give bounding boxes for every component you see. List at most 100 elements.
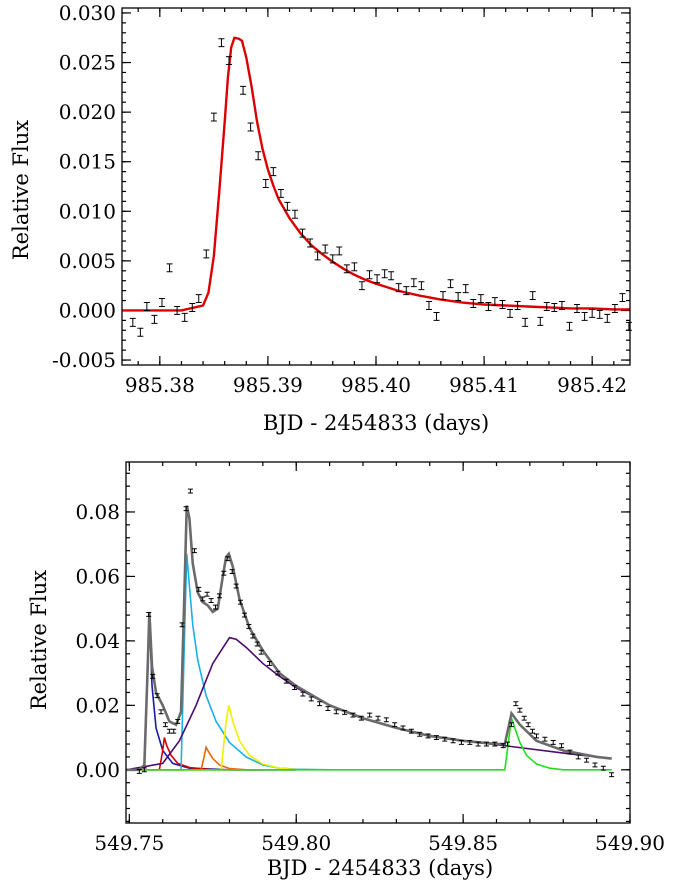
bottom-y-tick-label-0: 0.00 [75, 758, 120, 782]
top-data-point-38 [418, 281, 425, 291]
bottom-data-point-9 [175, 719, 181, 724]
top-y-tick-label-4: 0.015 [59, 150, 116, 174]
top-data-point-36 [403, 286, 410, 296]
top-y-axis-title: Relative Flux [9, 120, 33, 260]
top-data-point-19 [277, 188, 284, 198]
top-data-point-64 [611, 304, 618, 313]
bottom-data-point-2 [146, 612, 152, 617]
top-plot-frame [121, 7, 631, 366]
top-data-point-5 [166, 263, 173, 273]
bottom-points-layer [136, 488, 615, 778]
top-data-point-4 [158, 298, 165, 307]
bottom-data-point-67 [542, 736, 548, 742]
bottom-data-point-49 [425, 733, 431, 739]
top-data-point-66 [625, 321, 632, 331]
top-data-point-14 [240, 85, 247, 95]
bottom-data-point-69 [559, 743, 565, 749]
bottom-data-point-5 [158, 709, 164, 715]
top-data-point-13 [226, 56, 232, 66]
bottom-data-point-60 [509, 722, 515, 728]
bottom-y-tick-label-4: 0.08 [75, 500, 120, 524]
top-panel: 985.38 985.39 985.40 985.41 985.42 -0.005 0.00… [9, 1, 632, 435]
bottom-data-point-63 [521, 715, 527, 721]
bottom-data-point-26 [246, 623, 252, 629]
top-ticks [122, 8, 630, 365]
top-data-point-47 [485, 302, 492, 311]
top-x-tick-label-3: 985.41 [449, 373, 519, 397]
top-y-tick-label-2: 0.005 [59, 249, 116, 273]
top-data-point-40 [433, 311, 440, 321]
bottom-x-axis-title: BJD - 2454833 (days) [267, 856, 493, 880]
bottom-series-line-7 [126, 505, 612, 772]
top-y-tick-label-1: 0.000 [59, 298, 116, 322]
bottom-data-point-12 [187, 488, 193, 494]
top-points-layer [129, 38, 632, 337]
bottom-y-tick-label-3: 0.06 [75, 564, 120, 588]
top-data-point-7 [181, 312, 188, 322]
top-data-point-2 [143, 302, 150, 311]
bottom-data-point-13 [191, 548, 197, 554]
bottom-data-point-35 [308, 696, 314, 702]
bottom-data-point-53 [458, 739, 464, 745]
bottom-data-point-54 [467, 739, 473, 745]
top-data-point-1 [137, 327, 144, 337]
top-data-point-60 [581, 311, 588, 321]
bottom-data-point-31 [275, 670, 281, 676]
bottom-plot-frame [125, 461, 631, 824]
bottom-data-point-66 [534, 733, 540, 739]
bottom-x-tick-label-0: 549.75 [94, 831, 164, 855]
top-data-point-45 [470, 299, 477, 308]
top-x-tick-label-2: 985.40 [341, 373, 411, 397]
bottom-data-point-41 [358, 715, 364, 721]
top-data-point-3 [151, 314, 158, 324]
top-data-point-46 [477, 294, 484, 304]
top-data-point-57 [558, 301, 565, 310]
bottom-data-point-17 [208, 598, 214, 604]
bottom-data-point-36 [317, 701, 323, 707]
bottom-data-point-28 [254, 641, 260, 647]
bottom-data-point-50 [433, 735, 439, 741]
top-x-tick-label-0: 985.38 [125, 373, 195, 397]
bottom-panel: 549.75 549.80 549.85 549.90 0.00 0.02 0.04 0.06… [27, 461, 665, 880]
bottom-data-point-58 [500, 743, 506, 749]
bottom-data-point-72 [584, 757, 590, 763]
top-data-point-43 [455, 292, 462, 302]
top-data-point-59 [574, 304, 581, 313]
bottom-data-point-75 [609, 772, 615, 778]
bottom-data-point-3 [150, 673, 156, 679]
bottom-data-point-40 [350, 712, 356, 718]
bottom-data-point-51 [442, 736, 448, 742]
bottom-data-point-22 [229, 569, 235, 575]
bottom-data-point-21 [225, 556, 231, 562]
top-data-point-58 [566, 321, 573, 331]
top-data-point-33 [381, 269, 388, 279]
bottom-data-point-52 [450, 738, 456, 744]
top-data-point-16 [255, 151, 262, 161]
top-data-point-42 [447, 279, 454, 289]
bottom-data-point-24 [237, 599, 243, 605]
top-y-tick-label-3: 0.010 [59, 199, 116, 223]
bottom-data-point-56 [483, 741, 489, 747]
bottom-data-point-25 [241, 612, 247, 618]
bottom-data-point-68 [550, 739, 556, 745]
bottom-data-point-1 [141, 767, 147, 773]
bottom-data-point-14 [196, 586, 202, 592]
bottom-data-point-43 [375, 715, 381, 721]
top-model-line [122, 36, 630, 312]
top-data-point-26 [329, 254, 336, 264]
bottom-series-line-6 [126, 717, 612, 771]
top-x-tick-label-4: 985.42 [557, 373, 627, 397]
top-data-point-11 [210, 112, 217, 122]
top-data-point-35 [395, 283, 402, 293]
top-data-point-22 [299, 228, 306, 238]
bottom-data-point-38 [333, 709, 339, 715]
top-data-point-21 [291, 209, 298, 219]
top-model-layer [122, 36, 630, 312]
bottom-data-point-10 [179, 622, 185, 628]
top-data-point-9 [195, 294, 202, 304]
bottom-data-point-65 [530, 728, 536, 734]
bottom-data-point-7 [166, 728, 172, 734]
top-data-point-37 [410, 278, 417, 288]
top-data-point-12 [218, 38, 225, 48]
top-data-point-0 [129, 317, 136, 327]
